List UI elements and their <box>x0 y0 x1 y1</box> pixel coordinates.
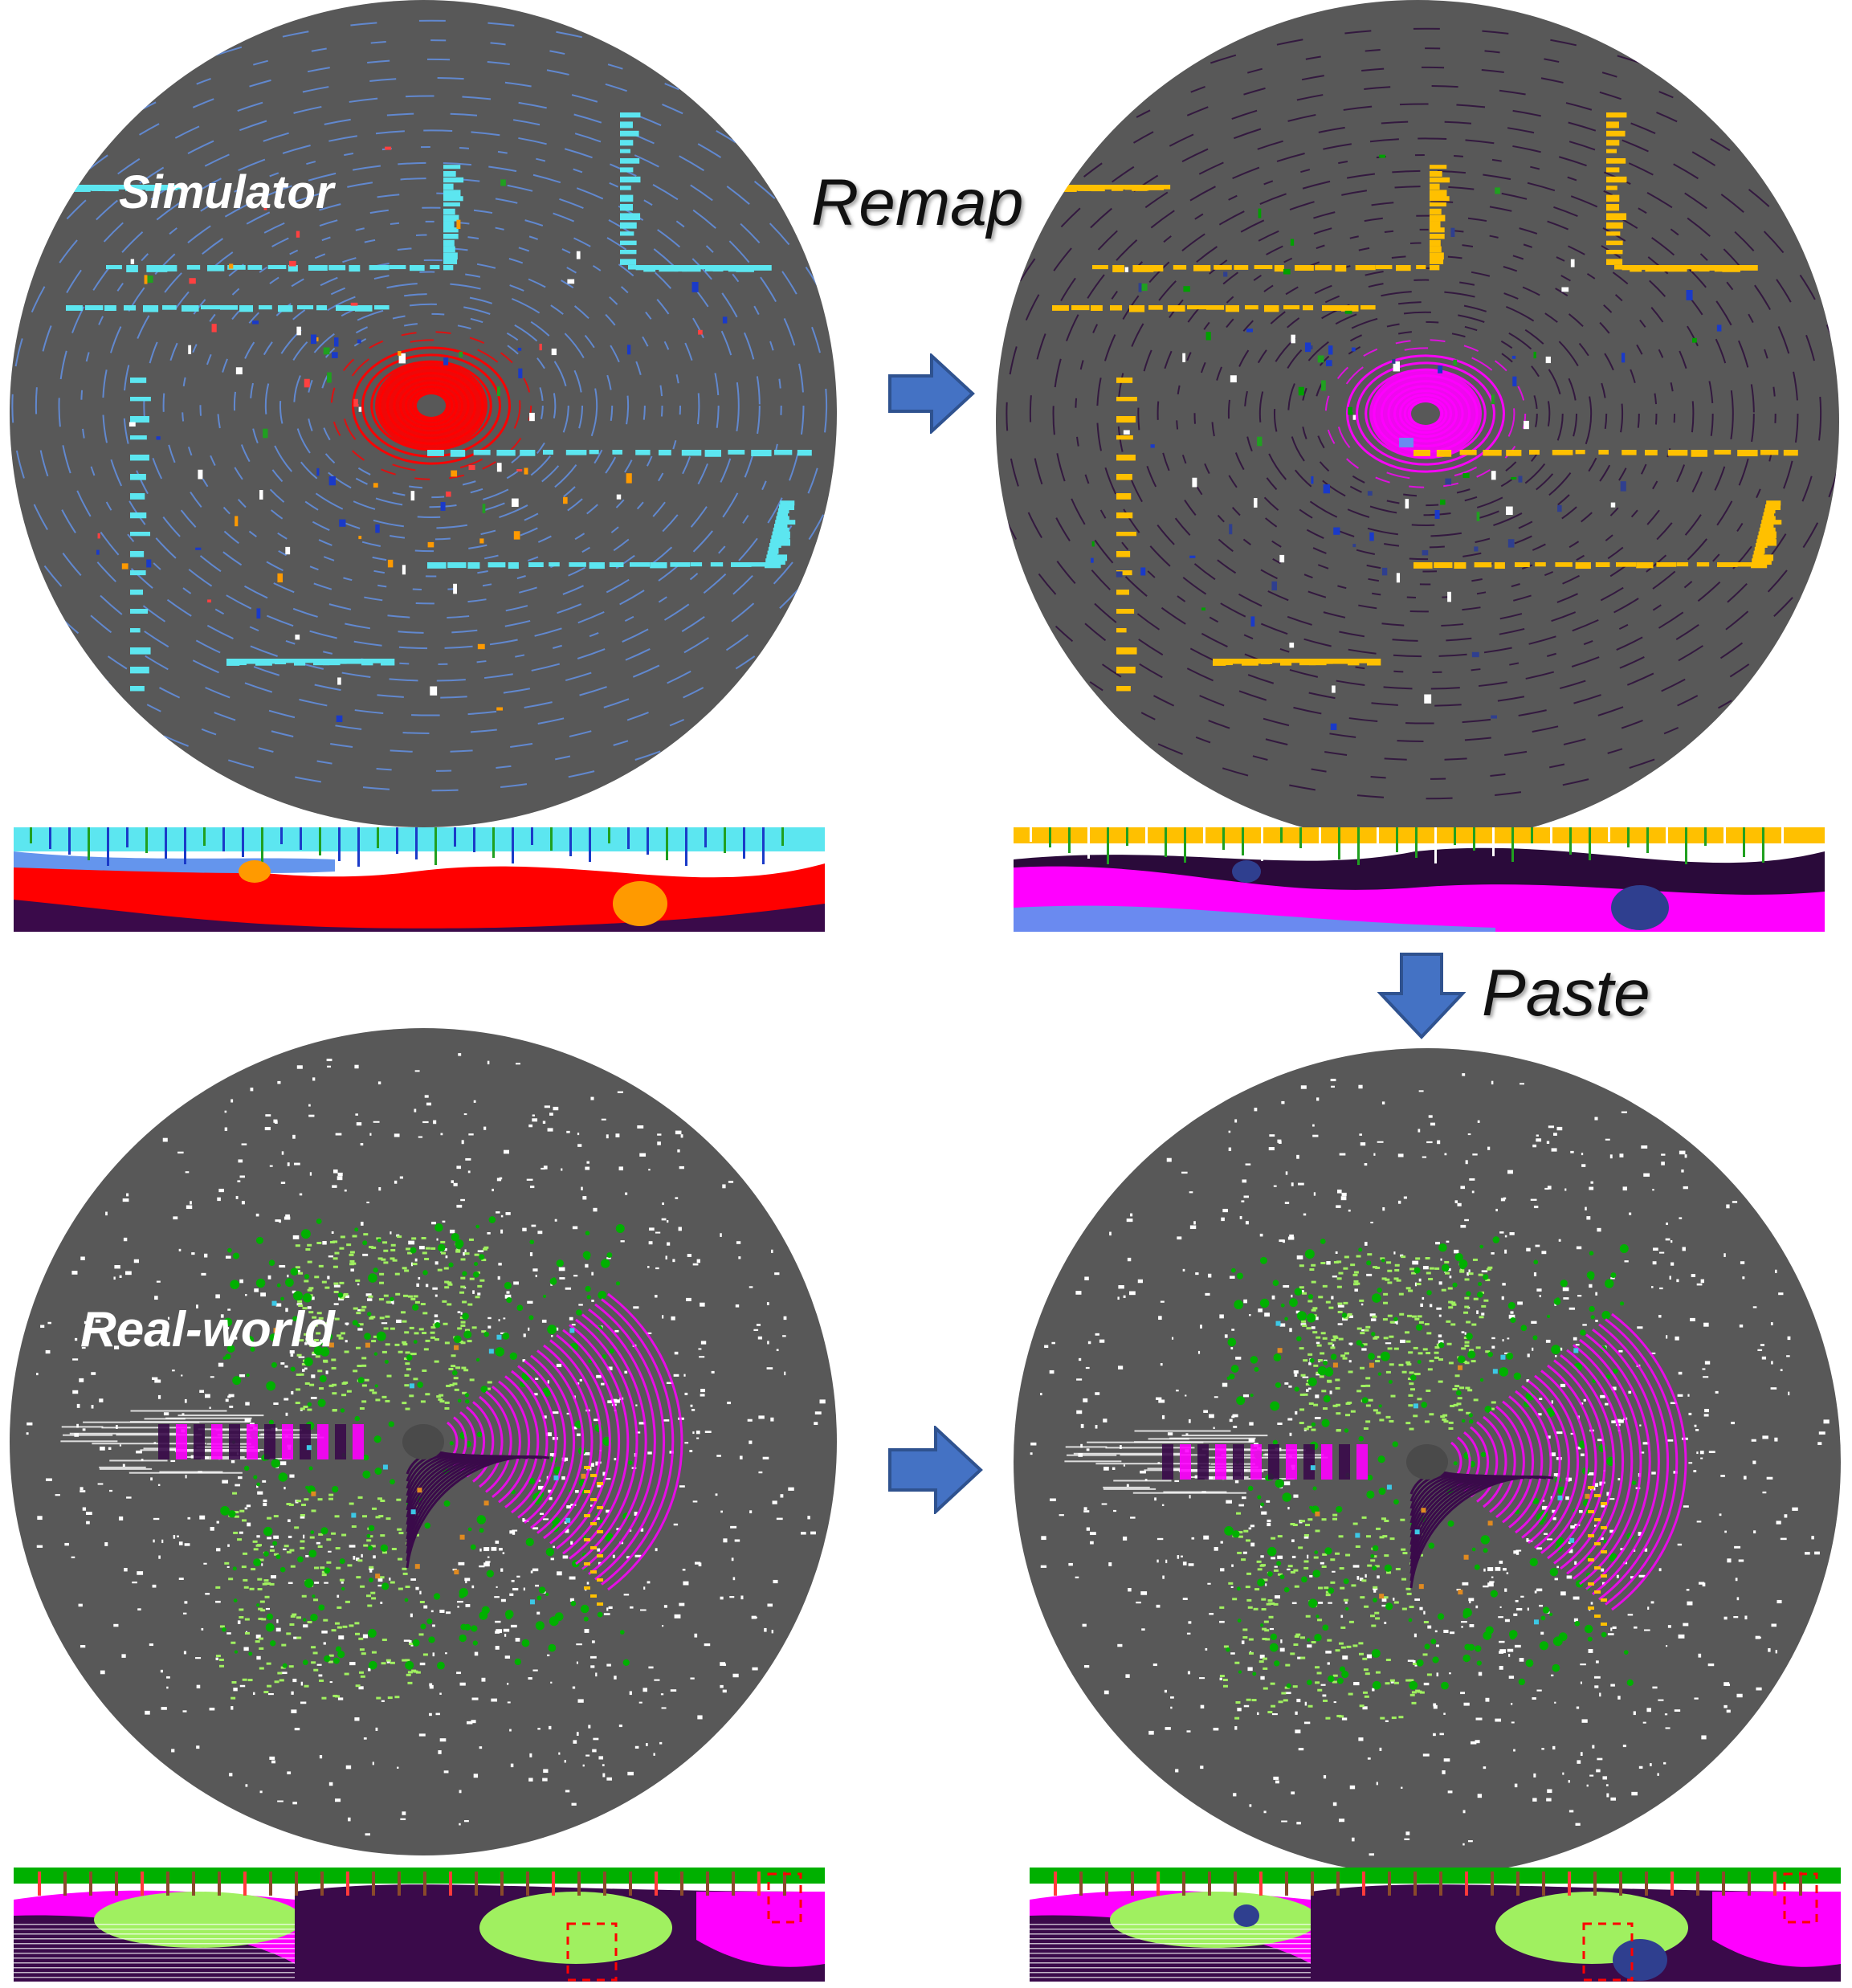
pasted-range-image <box>1030 1868 1841 1982</box>
real-world-point-cloud <box>26 1053 826 1836</box>
remap-label: Remap <box>811 166 1024 239</box>
remapped-point-cloud <box>996 27 1839 800</box>
real-world-range-image <box>14 1868 825 1982</box>
simulator-point-cloud <box>10 19 837 792</box>
down-arrow-icon <box>1377 953 1466 1039</box>
right-arrow-icon <box>888 353 975 434</box>
simulator-label: Simulator <box>119 166 334 218</box>
pasted-point-cloud <box>1030 1073 1830 1856</box>
pasted-lidar-bev-panel <box>1014 1048 1841 1876</box>
real-world-lidar-bev-panel <box>10 1028 837 1855</box>
paste-label: Paste <box>1482 957 1650 1030</box>
simulator-range-image <box>14 827 825 932</box>
real-world-label: Real-world <box>80 1302 335 1357</box>
remapped-lidar-bev-panel <box>996 0 1839 843</box>
remapped-range-image <box>1014 827 1825 932</box>
right-arrow-icon <box>888 1426 983 1514</box>
simulator-lidar-bev-panel <box>10 0 837 827</box>
